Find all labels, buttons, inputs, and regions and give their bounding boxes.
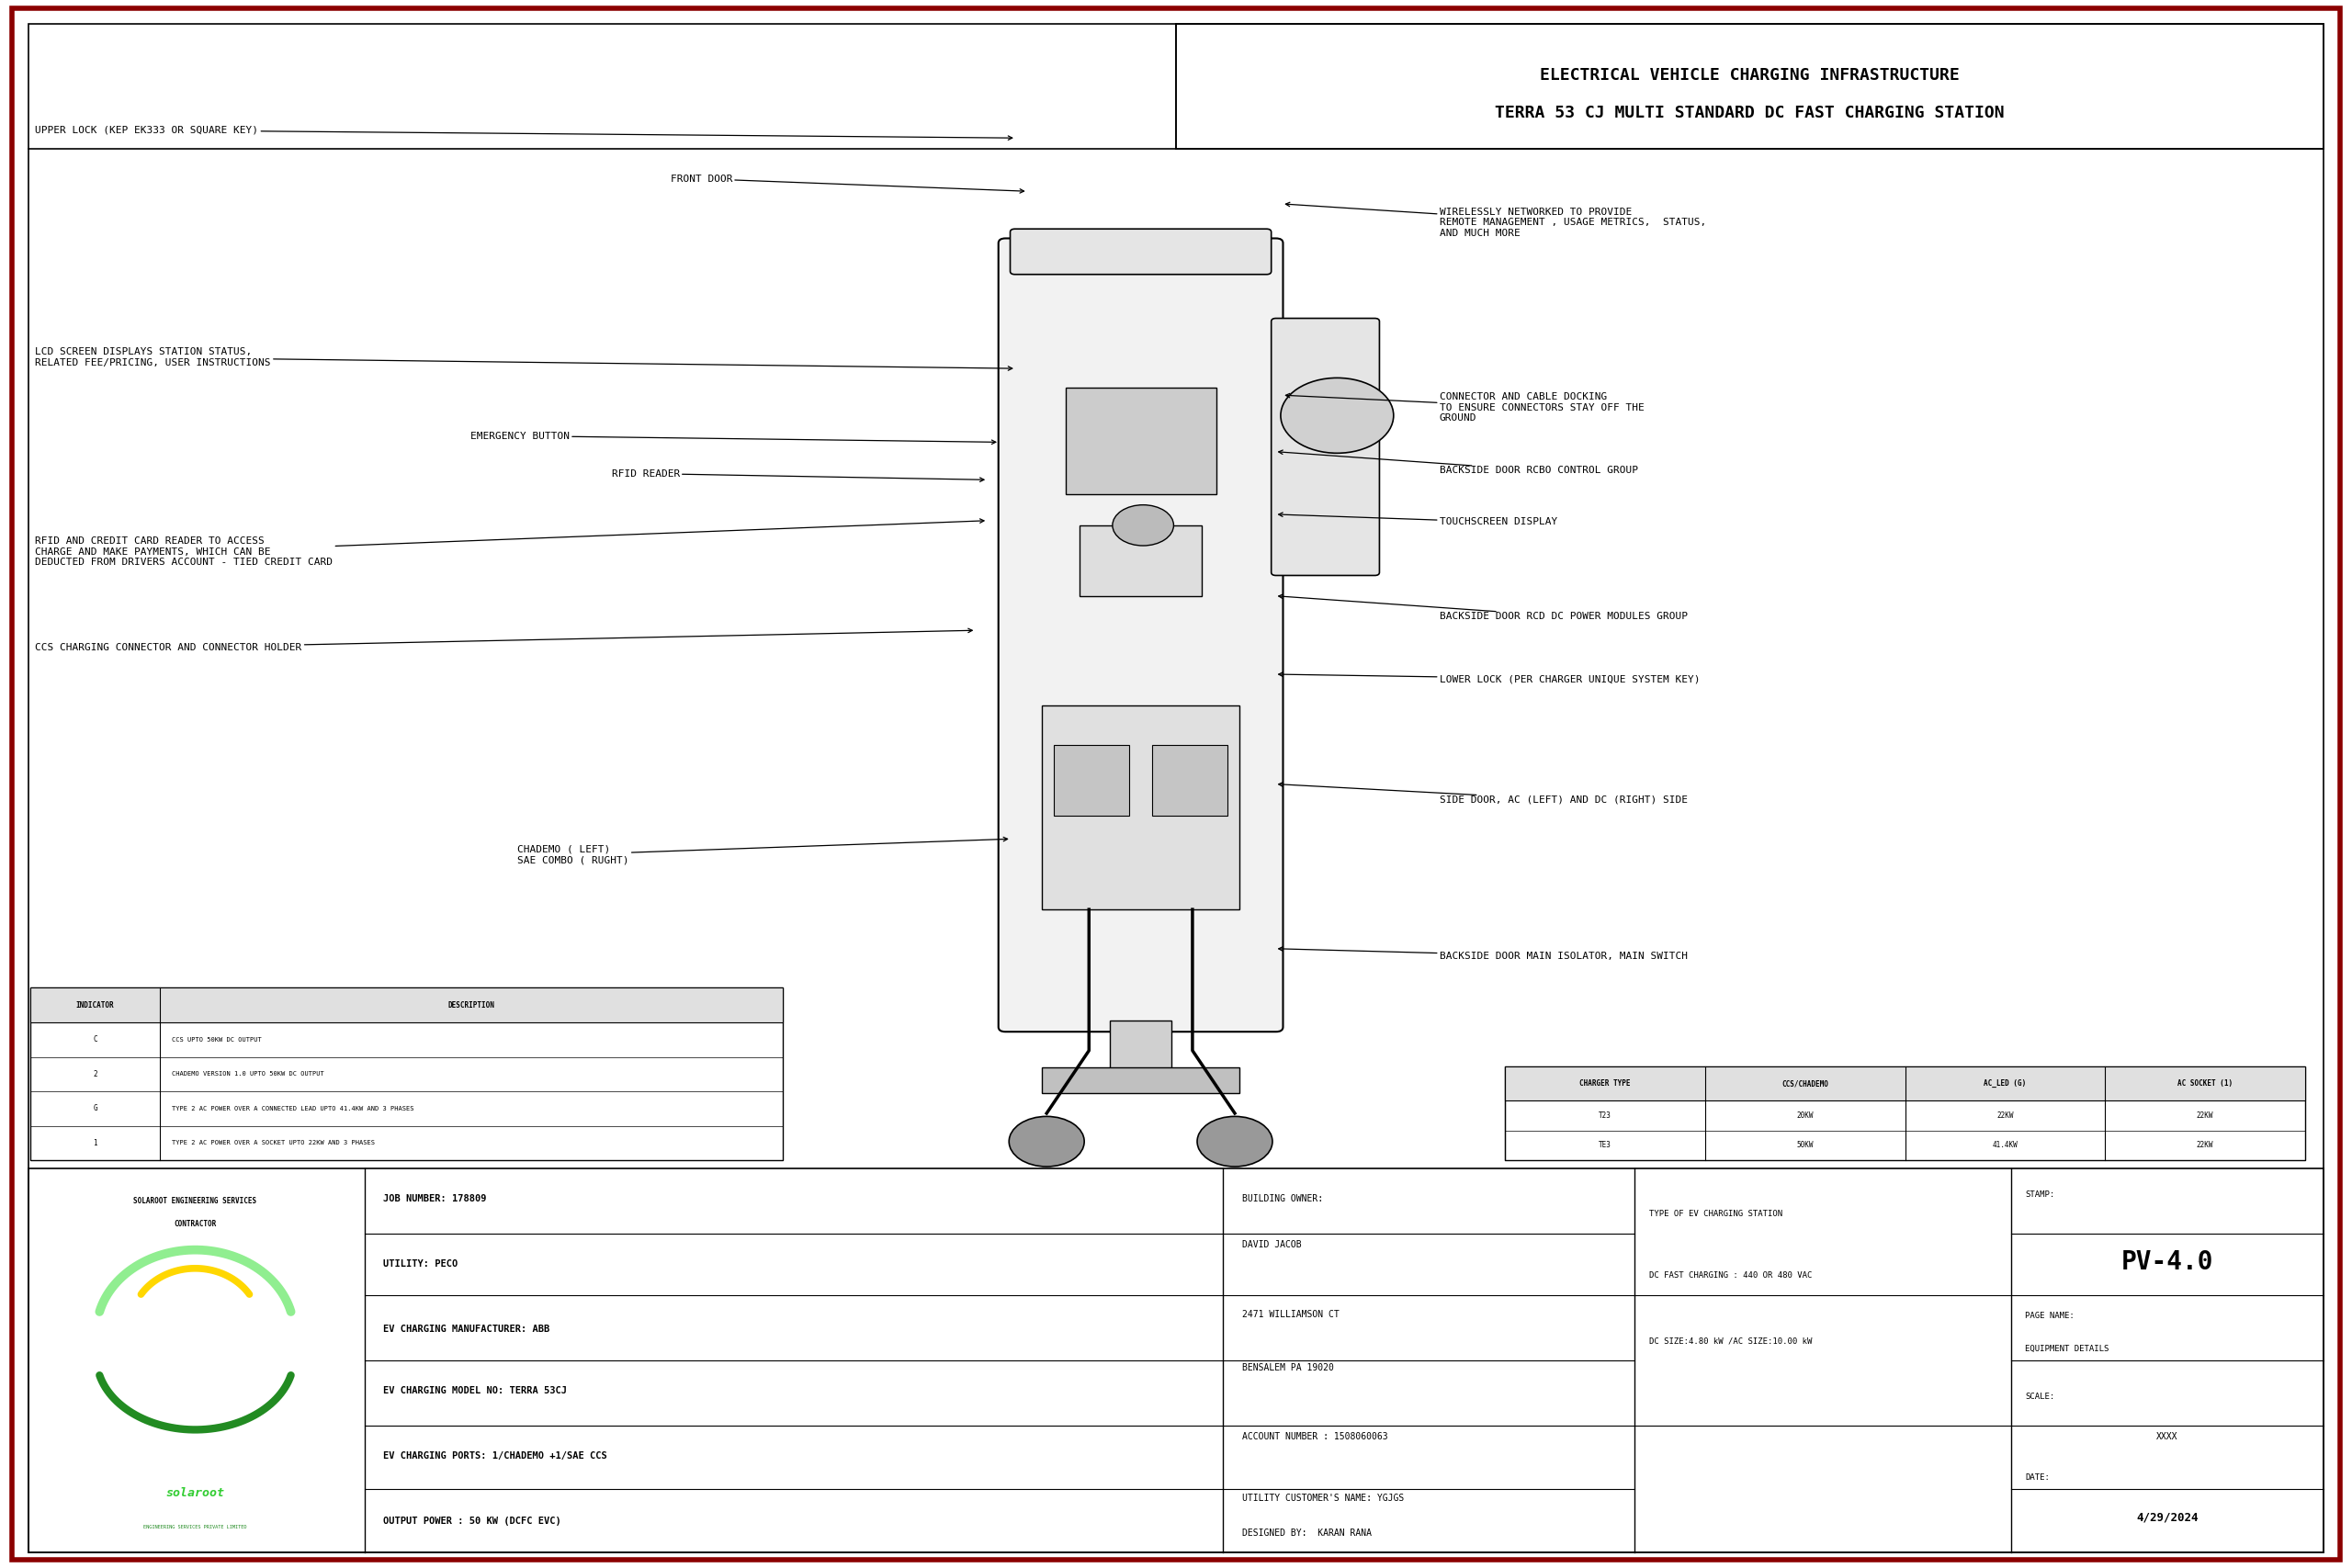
Bar — [1152, 745, 1228, 815]
Bar — [1042, 706, 1240, 909]
Text: C: C — [94, 1035, 96, 1044]
Text: 1: 1 — [94, 1138, 96, 1148]
Text: CCS UPTO 50KW DC OUTPUT: CCS UPTO 50KW DC OUTPUT — [172, 1036, 261, 1043]
Text: CCS CHARGING CONNECTOR AND CONNECTOR HOLDER: CCS CHARGING CONNECTOR AND CONNECTOR HOL… — [35, 629, 971, 652]
Text: CONTRACTOR: CONTRACTOR — [174, 1220, 216, 1228]
Text: ENGINEERING SERVICES PRIVATE LIMITED: ENGINEERING SERVICES PRIVATE LIMITED — [143, 1526, 247, 1530]
Text: PAGE NAME:: PAGE NAME: — [2025, 1312, 2074, 1320]
Text: DESIGNED BY:  KARAN RANA: DESIGNED BY: KARAN RANA — [1242, 1529, 1371, 1538]
Text: ACCOUNT NUMBER : 1508060063: ACCOUNT NUMBER : 1508060063 — [1242, 1433, 1388, 1441]
Text: LOWER LOCK (PER CHARGER UNIQUE SYSTEM KEY): LOWER LOCK (PER CHARGER UNIQUE SYSTEM KE… — [1279, 673, 1700, 684]
Text: EQUIPMENT DETAILS: EQUIPMENT DETAILS — [2025, 1345, 2110, 1353]
Bar — [28, 1168, 2324, 1552]
Text: DATE:: DATE: — [2025, 1474, 2049, 1482]
Text: BUILDING OWNER:: BUILDING OWNER: — [1242, 1195, 1322, 1204]
Text: BACKSIDE DOOR RCBO CONTROL GROUP: BACKSIDE DOOR RCBO CONTROL GROUP — [1279, 450, 1637, 475]
Text: DC SIZE:4.80 kW /AC SIZE:10.00 kW: DC SIZE:4.80 kW /AC SIZE:10.00 kW — [1649, 1338, 1811, 1345]
Text: EV CHARGING PORTS: 1/CHADEMO +1/SAE CCS: EV CHARGING PORTS: 1/CHADEMO +1/SAE CCS — [383, 1452, 607, 1461]
Text: TOUCHSCREEN DISPLAY: TOUCHSCREEN DISPLAY — [1279, 513, 1557, 527]
Text: EV CHARGING MANUFACTURER: ABB: EV CHARGING MANUFACTURER: ABB — [383, 1325, 550, 1334]
Text: AC SOCKET (1): AC SOCKET (1) — [2178, 1079, 2232, 1088]
Text: 50KW: 50KW — [1797, 1142, 1813, 1149]
Text: 41.4KW: 41.4KW — [1992, 1142, 2018, 1149]
FancyBboxPatch shape — [1270, 318, 1378, 575]
Text: 4/29/2024: 4/29/2024 — [2136, 1512, 2199, 1524]
Text: DAVID JACOB: DAVID JACOB — [1242, 1240, 1301, 1250]
Text: ELECTRICAL VEHICLE CHARGING INFRASTRUCTURE: ELECTRICAL VEHICLE CHARGING INFRASTRUCTU… — [1541, 67, 1959, 83]
Bar — [1080, 525, 1202, 596]
Text: CHADEMO VERSION 1.0 UPTO 50KW DC OUTPUT: CHADEMO VERSION 1.0 UPTO 50KW DC OUTPUT — [172, 1071, 325, 1077]
Text: BACKSIDE DOOR MAIN ISOLATOR, MAIN SWITCH: BACKSIDE DOOR MAIN ISOLATOR, MAIN SWITCH — [1279, 947, 1686, 961]
Text: CCS/CHADEMO: CCS/CHADEMO — [1783, 1079, 1828, 1088]
Text: SOLAROOT ENGINEERING SERVICES: SOLAROOT ENGINEERING SERVICES — [134, 1196, 256, 1204]
Text: RFID AND CREDIT CARD READER TO ACCESS
CHARGE AND MAKE PAYMENTS, WHICH CAN BE
DED: RFID AND CREDIT CARD READER TO ACCESS CH… — [35, 519, 983, 568]
Text: STAMP:: STAMP: — [2025, 1192, 2056, 1200]
Circle shape — [1009, 1116, 1084, 1167]
Text: G: G — [94, 1104, 96, 1113]
Text: OUTPUT POWER : 50 KW (DCFC EVC): OUTPUT POWER : 50 KW (DCFC EVC) — [383, 1516, 562, 1526]
Bar — [1042, 1068, 1240, 1093]
Text: UPPER LOCK (KEP EK333 OR SQUARE KEY): UPPER LOCK (KEP EK333 OR SQUARE KEY) — [35, 125, 1011, 140]
Text: LCD SCREEN DISPLAYS STATION STATUS,
RELATED FEE/PRICING, USER INSTRUCTIONS: LCD SCREEN DISPLAYS STATION STATUS, RELA… — [35, 348, 1011, 370]
Text: DC FAST CHARGING : 440 OR 480 VAC: DC FAST CHARGING : 440 OR 480 VAC — [1649, 1272, 1811, 1279]
Text: AC_LED (G): AC_LED (G) — [1983, 1079, 2027, 1088]
Bar — [1110, 1021, 1171, 1071]
Circle shape — [1282, 378, 1395, 453]
Text: 2471 WILLIAMSON CT: 2471 WILLIAMSON CT — [1242, 1309, 1338, 1319]
FancyBboxPatch shape — [1011, 229, 1270, 274]
Bar — [1505, 1066, 2305, 1160]
Text: 22KW: 22KW — [1997, 1112, 2013, 1120]
Circle shape — [1112, 505, 1174, 546]
Text: CONNECTOR AND CABLE DOCKING
TO ENSURE CONNECTORS STAY OFF THE
GROUND: CONNECTOR AND CABLE DOCKING TO ENSURE CO… — [1287, 392, 1644, 423]
Text: INDICATOR: INDICATOR — [75, 1000, 115, 1010]
Bar — [31, 988, 783, 1160]
Text: TERRA 53 CJ MULTI STANDARD DC FAST CHARGING STATION: TERRA 53 CJ MULTI STANDARD DC FAST CHARG… — [1496, 105, 2004, 121]
Text: EV CHARGING MODEL NO: TERRA 53CJ: EV CHARGING MODEL NO: TERRA 53CJ — [383, 1386, 567, 1396]
Text: TYPE 2 AC POWER OVER A SOCKET UPTO 22KW AND 3 PHASES: TYPE 2 AC POWER OVER A SOCKET UPTO 22KW … — [172, 1140, 374, 1146]
Text: PV-4.0: PV-4.0 — [2122, 1250, 2213, 1275]
Text: JOB NUMBER: 178809: JOB NUMBER: 178809 — [383, 1195, 487, 1204]
Text: TYPE 2 AC POWER OVER A CONNECTED LEAD UPTO 41.4KW AND 3 PHASES: TYPE 2 AC POWER OVER A CONNECTED LEAD UP… — [172, 1105, 414, 1112]
Text: WIRELESSLY NETWORKED TO PROVIDE
REMOTE MANAGEMENT , USAGE METRICS,  STATUS,
AND : WIRELESSLY NETWORKED TO PROVIDE REMOTE M… — [1287, 202, 1705, 238]
Text: 20KW: 20KW — [1797, 1112, 1813, 1120]
Text: RFID READER: RFID READER — [612, 469, 983, 481]
Text: SCALE:: SCALE: — [2025, 1392, 2056, 1400]
Text: BENSALEM PA 19020: BENSALEM PA 19020 — [1242, 1363, 1334, 1372]
Text: TE3: TE3 — [1599, 1142, 1611, 1149]
Bar — [1505, 1066, 2305, 1101]
Text: TYPE OF EV CHARGING STATION: TYPE OF EV CHARGING STATION — [1649, 1210, 1783, 1218]
Text: T23: T23 — [1599, 1112, 1611, 1120]
Bar — [1065, 387, 1216, 494]
Text: CHARGER TYPE: CHARGER TYPE — [1581, 1079, 1630, 1088]
Text: SIDE DOOR, AC (LEFT) AND DC (RIGHT) SIDE: SIDE DOOR, AC (LEFT) AND DC (RIGHT) SIDE — [1279, 782, 1686, 804]
Text: UTILITY CUSTOMER'S NAME: YGJGS: UTILITY CUSTOMER'S NAME: YGJGS — [1242, 1494, 1404, 1504]
Text: BACKSIDE DOOR RCD DC POWER MODULES GROUP: BACKSIDE DOOR RCD DC POWER MODULES GROUP — [1279, 594, 1686, 621]
Text: XXXX: XXXX — [2157, 1433, 2178, 1441]
Text: 22KW: 22KW — [2197, 1142, 2213, 1149]
Bar — [1054, 745, 1129, 815]
Text: DESCRIPTION: DESCRIPTION — [449, 1000, 494, 1010]
Text: FRONT DOOR: FRONT DOOR — [670, 174, 1023, 193]
Text: CHADEMO ( LEFT)
SAE COMBO ( RUGHT): CHADEMO ( LEFT) SAE COMBO ( RUGHT) — [517, 837, 1007, 864]
Bar — [31, 988, 783, 1022]
Text: EMERGENCY BUTTON: EMERGENCY BUTTON — [470, 431, 995, 444]
Text: solaroot: solaroot — [165, 1486, 226, 1499]
Bar — [1176, 24, 2324, 149]
Circle shape — [1197, 1116, 1272, 1167]
Text: 22KW: 22KW — [2197, 1112, 2213, 1120]
Text: 2: 2 — [94, 1069, 96, 1079]
FancyBboxPatch shape — [1000, 238, 1284, 1032]
Text: UTILITY: PECO: UTILITY: PECO — [383, 1259, 459, 1269]
